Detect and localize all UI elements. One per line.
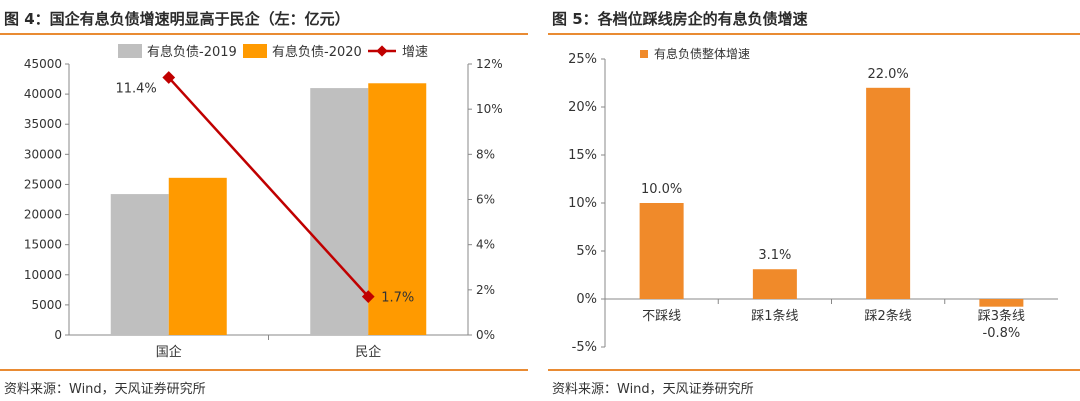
right-y-tick-label: 8%	[476, 147, 495, 161]
x-category-label: 不踩线	[642, 309, 681, 324]
figure-5-panel: 图 5：各档位踩线房企的有息负债增速 -5% 0% 5% 10% 15% 20% 25% 10…	[548, 0, 1080, 401]
x-category-label: 民企	[355, 344, 381, 360]
left-y-tick-label: 35000	[24, 117, 62, 131]
figure-4-panel: 图 4：国企有息负债增速明显高于民企（左：亿元） 0 5000 10000 15000…	[0, 0, 528, 401]
growth-data-label: 1.7%	[381, 291, 414, 306]
legend-swatch-有息负债-2020	[243, 44, 267, 58]
bar-data-label: 3.1%	[758, 248, 791, 263]
y-tick-label: 0%	[576, 292, 597, 307]
legend-label: 有息负债-2020	[272, 44, 362, 60]
x-category-label: 踩2条线	[864, 308, 911, 324]
bar-踩2条线	[866, 87, 911, 299]
left-y-tick-label: 0	[54, 328, 62, 342]
left-y-tick-label: 5000	[31, 298, 62, 312]
legend-label: 增速	[402, 45, 428, 60]
left-y-tick-label: 25000	[24, 177, 62, 191]
left-y-tick-label: 20000	[24, 208, 62, 222]
growth-line	[167, 76, 370, 298]
right-y-tick-label: 10%	[476, 102, 503, 116]
figure-5-title: 图 5：各档位踩线房企的有息负债增速	[552, 10, 808, 28]
figure-5-bottom-rule	[548, 369, 1080, 371]
growth-data-label: 11.4%	[115, 82, 156, 97]
right-y-tick-label: 12%	[476, 57, 503, 71]
y-tick-label: -5%	[572, 340, 597, 355]
y-tick-label: 20%	[568, 100, 597, 115]
figure-4-title: 图 4：国企有息负债增速明显高于民企（左：亿元）	[4, 10, 350, 28]
bar-data-label: 22.0%	[867, 67, 908, 82]
bar-有息负债-2020-国企	[168, 177, 227, 335]
legend-swatch-有息负债-2019	[118, 44, 142, 58]
x-category-label: 国企	[156, 344, 182, 360]
bar-data-label: -0.8%	[983, 326, 1021, 341]
y-tick-label: 25%	[568, 52, 597, 67]
figure-5-source: 资料来源：Wind，天风证券研究所	[552, 382, 754, 397]
growth-point-民企	[361, 290, 375, 303]
y-tick-label: 5%	[576, 244, 597, 259]
figure-5-chart: -5% 0% 5% 10% 15% 20% 25% 10.0% 不踩线 3.1% 踩1条线 22.0%…	[568, 46, 1058, 355]
figure-4-top-rule	[0, 33, 528, 35]
right-y-tick-label: 0%	[476, 328, 495, 342]
left-y-tick-label: 45000	[24, 57, 62, 71]
right-y-tick-label: 2%	[476, 283, 495, 297]
legend-marker-增速	[376, 45, 388, 57]
right-y-tick-label: 4%	[476, 238, 495, 252]
figure-4-chart: 0 5000 10000 15000 20000 25000 30000 35000 40000…	[24, 44, 503, 360]
left-y-tick-label: 30000	[24, 147, 62, 161]
x-category-label: 踩1条线	[751, 308, 798, 324]
bar-踩1条线	[752, 269, 797, 299]
growth-point-国企	[162, 71, 176, 84]
figure-5-top-rule	[548, 33, 1080, 35]
legend-label: 有息负债-2019	[147, 44, 237, 60]
right-y-tick-label: 6%	[476, 193, 495, 207]
bar-有息负债-2019-民企	[310, 88, 369, 335]
figure-4-source: 资料来源：Wind，天风证券研究所	[4, 382, 206, 397]
bar-踩3条线	[979, 299, 1024, 307]
legend-label: 有息负债整体增速	[654, 46, 750, 61]
left-y-tick-label: 40000	[24, 87, 62, 101]
figure-4-bottom-rule	[0, 369, 528, 371]
bar-data-label: 10.0%	[641, 182, 682, 197]
legend-swatch	[640, 50, 648, 58]
bar-有息负债-2019-国企	[110, 194, 169, 335]
y-tick-label: 10%	[568, 196, 597, 211]
bar-不踩线	[639, 203, 684, 299]
left-y-tick-label: 15000	[24, 238, 62, 252]
x-category-label: 踩3条线	[978, 308, 1025, 324]
left-y-tick-label: 10000	[24, 268, 62, 282]
bar-有息负债-2020-民企	[368, 83, 427, 335]
y-tick-label: 15%	[568, 148, 597, 163]
